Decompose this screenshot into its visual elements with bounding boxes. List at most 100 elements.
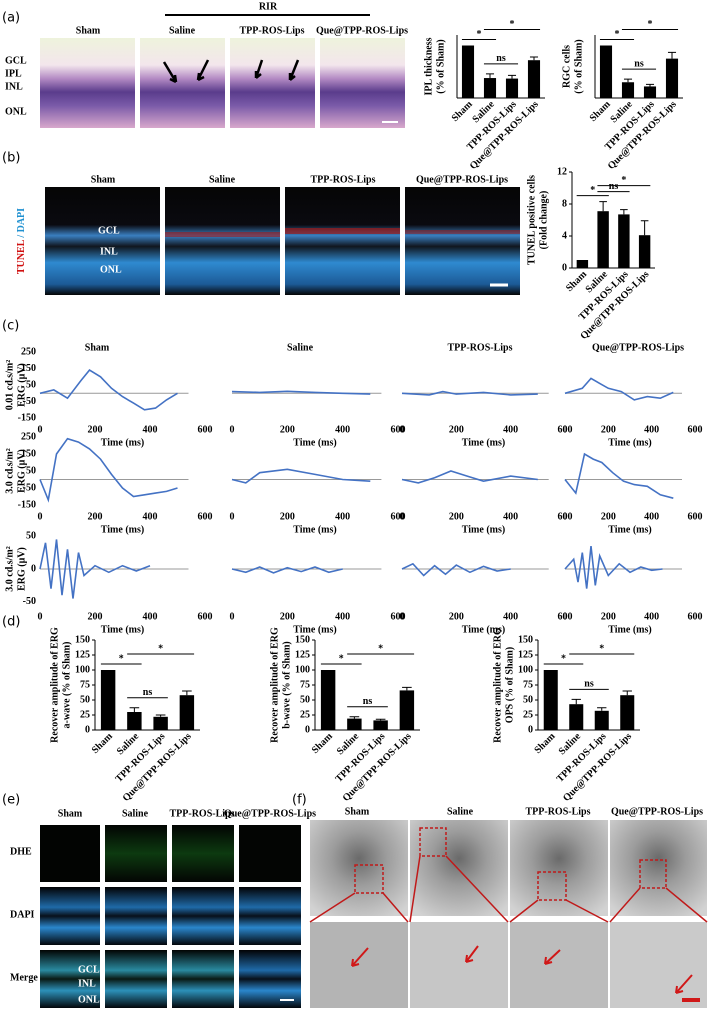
column-title: Sham [58,808,83,819]
merge-image [105,950,167,1008]
layer-label: GCL [5,55,27,66]
tem-image [410,820,508,916]
significance-label: * [119,653,124,664]
column-title: Saline [447,806,474,817]
y-tick-label: 12 [557,166,567,177]
dapi-image [239,887,301,945]
y-axis-label: Recover amplitude of ERG [269,627,280,743]
dapi-image [40,887,100,945]
x-tick-label: 600 [391,611,406,622]
tunel-signal [165,232,280,237]
erg-trace [401,562,511,577]
dapi-image [172,887,234,945]
panel-label: (d) [2,615,20,630]
he-image [320,38,405,128]
x-tick-label: 400 [644,511,659,522]
image-title: Sham [76,25,101,36]
arrows [351,945,693,994]
bar [621,82,635,98]
x-tick-label: Sham [532,730,558,756]
erg-trace [39,369,178,411]
y-tick-label: 100 [518,664,533,675]
erg-trace [401,390,538,396]
x-tick-label: 0 [563,424,568,435]
y-axis-label: ERG (μV) [16,449,27,493]
bar [543,670,558,730]
significance-label: ns [609,181,619,192]
x-tick-label: 600 [558,611,573,622]
bar [347,718,362,730]
image-title: TPP-ROS-Lips [310,174,375,185]
error-bar [155,714,166,717]
error-bar [485,73,495,79]
x-tick-label: 0 [230,611,235,622]
y-tick-label: 75 [523,679,533,690]
he-image [140,38,225,128]
error-bar [182,690,192,696]
error-bar [507,74,517,79]
dhe-image [239,825,301,882]
layer-label: ONL [5,106,27,117]
y-tick-label: 4 [562,230,567,241]
tunel-image [285,187,400,295]
significance-label: * [590,185,595,196]
column-title: Que@TPP-ROS-Lips [224,808,316,819]
y-axis-label: (% of Sham) [435,39,446,93]
layer-label: INL [5,81,23,92]
significance-label: * [615,29,620,40]
x-tick-label: 200 [88,611,103,622]
x-axis-label: Time (ms) [608,437,651,448]
x-axis-label: Time (ms) [462,437,505,448]
x-tick-label: 0 [230,511,235,522]
y-tick-label: 25 [80,709,90,720]
significance-label: * [158,643,163,654]
significance-label: * [378,643,383,654]
image-title: Saline [209,174,236,185]
x-tick-label: 200 [601,611,616,622]
error-bar [349,716,360,719]
erg-trace [564,546,663,589]
x-tick-label: 400 [503,511,518,522]
x-tick-label: 0 [38,511,43,522]
tem-zoom [610,922,707,1008]
y-tick-label: 150 [295,634,310,645]
bar [620,695,635,730]
y-tick-label: 75 [300,679,310,690]
y-tick-label: -50 [23,482,36,493]
error-bar [622,690,632,696]
erg-trace [231,566,343,574]
x-tick-label: 200 [601,424,616,435]
y-axis-label: Recover amplitude of ERG [49,627,60,743]
panel-label: (c) [2,319,19,334]
y-tick-label: 25 [523,709,533,720]
bar [665,58,679,98]
tem-image [610,820,707,916]
column-title: Saline [122,808,149,819]
tem-image [310,820,408,916]
y-axis-label: 3.0 cd.s/m² [4,546,15,592]
layer-label: INL [78,978,96,989]
x-tick-label: 0 [563,511,568,522]
bar [576,260,589,268]
y-tick-label: -150 [18,499,36,510]
x-axis-label: Time (ms) [293,524,336,535]
x-tick-label: 0 [400,424,405,435]
image-title: Sham [91,174,116,185]
x-tick-label: 600 [391,424,406,435]
he-image [230,38,315,128]
error-bar [597,707,607,711]
bar [594,710,609,730]
x-tick-label: 200 [280,424,295,435]
erg-trace [564,377,674,401]
bar [638,235,651,268]
bar [179,695,195,730]
x-tick-label: 600 [558,511,573,522]
column-title: Que@TPP-ROS-Lips [611,806,703,817]
erg-trace [231,468,371,484]
erg-trace [564,452,674,499]
stain-tunel: TUNEL [16,239,27,274]
row-label: Merge [10,972,38,983]
erg-trace [39,437,178,503]
x-tick-label: Sham [90,730,116,756]
merge-image [40,950,100,1008]
